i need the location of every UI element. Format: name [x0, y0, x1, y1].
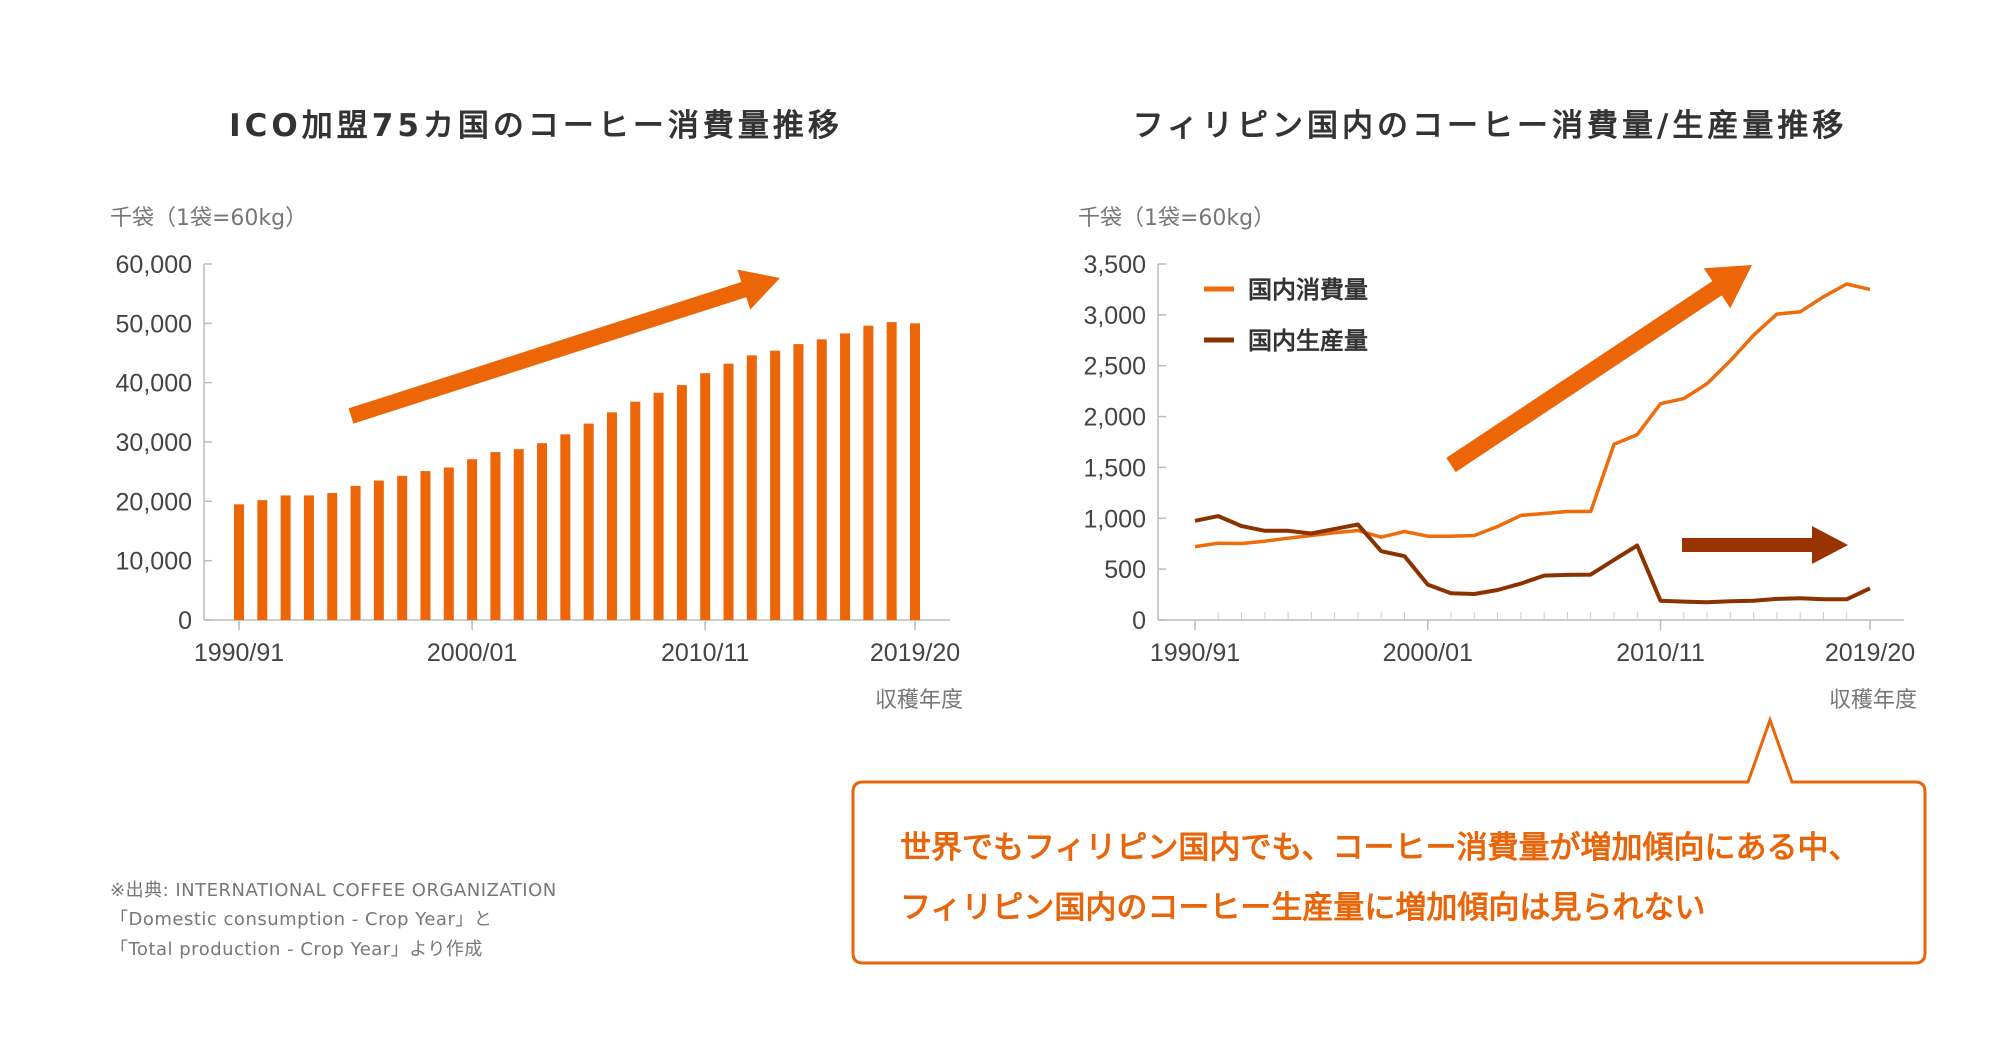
- bar-1996/97: [373, 480, 384, 620]
- right-x-tick-label: 1990/91: [1150, 639, 1240, 667]
- left-x-axis-title: 収穫年度: [875, 688, 963, 713]
- right-y-tick-label: 3,000: [1083, 302, 1146, 330]
- bar-2016/17: [840, 333, 851, 620]
- series-line-consumption: [1194, 282, 1871, 549]
- left-x-tick-label: 2010/11: [661, 639, 750, 667]
- bar-1991/92: [257, 500, 268, 620]
- right-chart-title: フィリピン国内のコーヒー消費量/生産量推移: [1132, 108, 1848, 144]
- bar-1999/00: [443, 467, 454, 620]
- left-y-tick-label: 10,000: [116, 548, 192, 576]
- right-production-trend-arrow: [1682, 526, 1848, 564]
- series-line-production: [1194, 514, 1871, 605]
- bar-2004/05: [560, 434, 571, 620]
- bar-2012/13: [746, 355, 757, 620]
- callout-line-2: フィリピン国内のコーヒー生産量に増加傾向は見られない: [900, 890, 1706, 926]
- footnote-line-1: ※出典: INTERNATIONAL COFFEE ORGANIZATION: [110, 880, 557, 901]
- right-y-tick-label: 2,500: [1083, 353, 1146, 381]
- bar-2003/04: [537, 443, 548, 620]
- bar-2006/07: [606, 412, 617, 620]
- bar-2002/03: [513, 449, 524, 620]
- bar-1993/94: [303, 495, 314, 620]
- bar-1994/95: [327, 493, 338, 620]
- right-consumption-trend-arrow: [1446, 265, 1752, 473]
- right-x-tick-label: 2000/01: [1383, 639, 1473, 667]
- bar-1990/91: [234, 504, 244, 620]
- bar-2011/12: [723, 363, 734, 620]
- bar-1995/96: [350, 485, 361, 620]
- bar-2010/11: [700, 373, 711, 620]
- right-unit-label: 千袋（1袋=60kg）: [1078, 206, 1276, 231]
- bar-1997/98: [397, 475, 408, 620]
- left-y-tick-label: 60,000: [116, 251, 192, 279]
- bar-2019/20: [910, 323, 920, 620]
- left-x-tick-label: 1990/91: [194, 639, 284, 667]
- right-y-tick-label: 1,500: [1083, 454, 1146, 482]
- bar-2008/09: [653, 392, 664, 620]
- right-y-tick-label: 2,000: [1083, 404, 1146, 432]
- bar-2018/19: [886, 322, 897, 620]
- callout-line-1: 世界でもフィリピン国内でも、コーヒー消費量が増加傾向にある中、: [900, 830, 1860, 866]
- right-x-axis-title: 収穫年度: [1829, 688, 1917, 713]
- bar-2017/18: [863, 325, 874, 620]
- right-y-tick-label: 500: [1104, 556, 1146, 584]
- left-x-tick-label: 2000/01: [427, 639, 517, 667]
- bar-2001/02: [490, 452, 501, 620]
- bar-2009/10: [676, 385, 687, 620]
- legend-label-production: 国内生産量: [1248, 327, 1368, 355]
- bar-2007/08: [630, 401, 641, 620]
- legend-label-consumption: 国内消費量: [1248, 276, 1368, 304]
- left-y-tick-label: 50,000: [116, 310, 192, 338]
- left-y-tick-label: 0: [178, 607, 192, 635]
- left-y-tick-label: 40,000: [116, 370, 192, 398]
- footnote-line-3: 「Total production - Crop Year」より作成: [110, 939, 483, 960]
- left-trend-arrow: [348, 269, 780, 424]
- right-y-tick-label: 3,500: [1083, 251, 1146, 279]
- bar-1992/93: [280, 495, 291, 620]
- bar-1998/99: [420, 471, 431, 620]
- bar-2015/16: [816, 339, 827, 620]
- bar-2005/06: [583, 423, 594, 620]
- right-x-tick-label: 2010/11: [1616, 639, 1705, 667]
- footnote-line-2: 「Domestic consumption - Crop Year」と: [110, 909, 493, 930]
- bar-2014/15: [793, 344, 804, 620]
- right-y-tick-label: 1,000: [1083, 505, 1146, 533]
- bar-2013/14: [770, 350, 781, 620]
- callout-box: [851, 715, 1927, 965]
- right-y-tick-label: 0: [1132, 607, 1146, 635]
- left-y-tick-label: 30,000: [116, 429, 192, 457]
- right-x-tick-label: 2019/20: [1825, 639, 1915, 667]
- left-chart-title: ICO加盟75カ国のコーヒー消費量推移: [229, 108, 843, 144]
- left-unit-label: 千袋（1袋=60kg）: [110, 206, 308, 231]
- bar-2000/01: [467, 459, 478, 620]
- left-x-tick-label: 2019/20: [870, 639, 960, 667]
- left-y-tick-label: 20,000: [116, 488, 192, 516]
